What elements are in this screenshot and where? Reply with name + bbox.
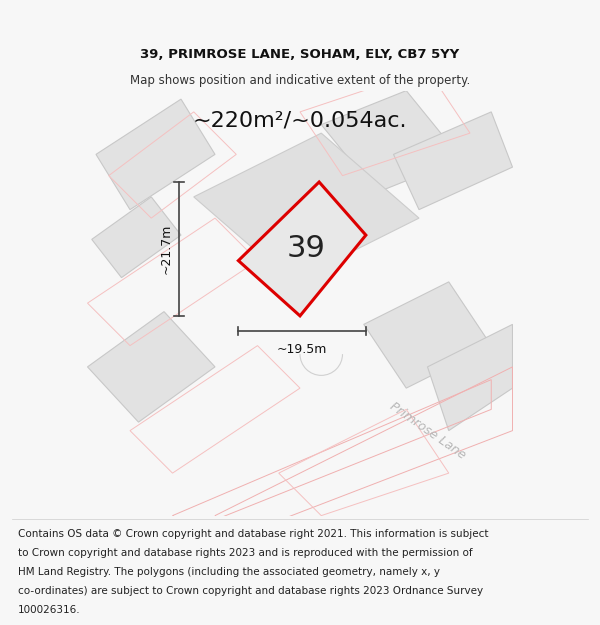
Text: ~19.5m: ~19.5m xyxy=(277,342,328,356)
Text: 39: 39 xyxy=(286,234,325,263)
Polygon shape xyxy=(238,182,366,316)
Text: 100026316.: 100026316. xyxy=(18,605,80,615)
Polygon shape xyxy=(96,99,215,209)
Polygon shape xyxy=(88,312,215,422)
Polygon shape xyxy=(427,324,512,431)
Polygon shape xyxy=(92,197,181,278)
Text: co-ordinates) are subject to Crown copyright and database rights 2023 Ordnance S: co-ordinates) are subject to Crown copyr… xyxy=(18,586,483,596)
Text: ~21.7m: ~21.7m xyxy=(160,224,173,274)
Text: HM Land Registry. The polygons (including the associated geometry, namely x, y: HM Land Registry. The polygons (includin… xyxy=(18,567,440,577)
Text: ~220m²/~0.054ac.: ~220m²/~0.054ac. xyxy=(193,111,407,131)
Polygon shape xyxy=(194,133,419,282)
Text: Primrose Lane: Primrose Lane xyxy=(387,399,468,462)
Polygon shape xyxy=(364,282,491,388)
Polygon shape xyxy=(394,112,512,209)
Text: to Crown copyright and database rights 2023 and is reproduced with the permissio: to Crown copyright and database rights 2… xyxy=(18,548,473,558)
Text: Contains OS data © Crown copyright and database right 2021. This information is : Contains OS data © Crown copyright and d… xyxy=(18,529,488,539)
Polygon shape xyxy=(321,91,461,192)
Text: Map shows position and indicative extent of the property.: Map shows position and indicative extent… xyxy=(130,74,470,87)
Text: 39, PRIMROSE LANE, SOHAM, ELY, CB7 5YY: 39, PRIMROSE LANE, SOHAM, ELY, CB7 5YY xyxy=(140,48,460,61)
